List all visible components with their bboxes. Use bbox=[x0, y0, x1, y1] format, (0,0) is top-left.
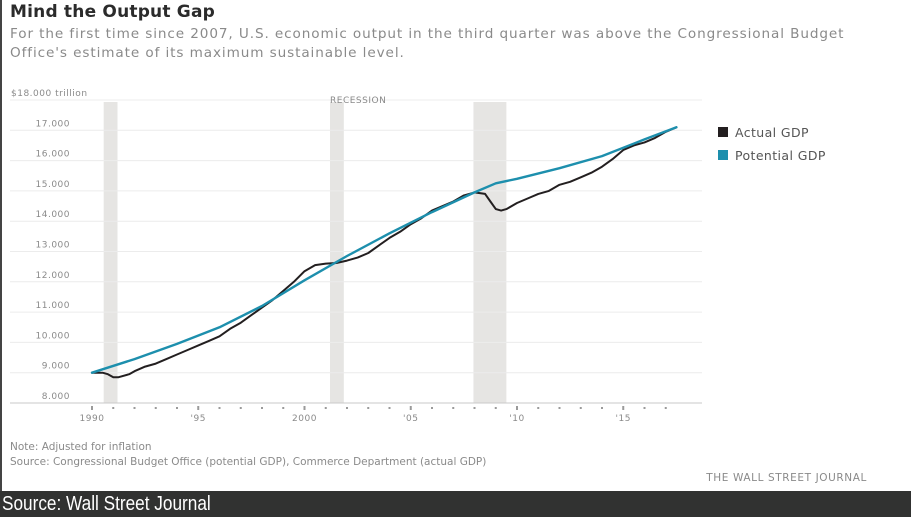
y-tick-label: 12.000 bbox=[36, 271, 71, 281]
y-tick-label: 11.000 bbox=[36, 301, 71, 311]
x-tick bbox=[197, 406, 200, 410]
x-tick bbox=[431, 407, 433, 409]
recession-band bbox=[330, 102, 344, 403]
x-tick bbox=[622, 406, 625, 410]
recession-band bbox=[103, 102, 118, 403]
chart-card: Mind the Output Gap For the first time s… bbox=[0, 0, 867, 491]
legend-swatch bbox=[718, 127, 728, 137]
x-tick bbox=[537, 407, 540, 409]
x-tick bbox=[282, 407, 285, 409]
x-tick bbox=[91, 406, 93, 410]
series-lines bbox=[90, 126, 678, 379]
x-tick bbox=[346, 407, 348, 409]
recession-label: RECESSION bbox=[330, 96, 386, 106]
potential-gdp-line bbox=[90, 126, 678, 374]
x-tick bbox=[176, 407, 178, 409]
x-tick bbox=[218, 407, 221, 409]
chart-subtitle: For the first time since 2007, U.S. econ… bbox=[10, 26, 845, 61]
legend-swatch bbox=[718, 150, 728, 160]
x-tick bbox=[409, 406, 412, 410]
chart-title: Mind the Output Gap bbox=[10, 2, 216, 22]
x-tick bbox=[324, 407, 327, 409]
x-tick bbox=[367, 407, 370, 409]
legend-label: Actual GDP bbox=[735, 125, 809, 140]
x-tick bbox=[601, 407, 603, 409]
recession-band bbox=[473, 102, 507, 403]
legend-label: Potential GDP bbox=[735, 148, 826, 163]
x-tick bbox=[112, 407, 115, 409]
recession-bands bbox=[103, 102, 507, 403]
x-tick bbox=[133, 407, 136, 409]
x-tick bbox=[579, 407, 582, 409]
x-tick bbox=[516, 406, 518, 410]
chart-source: Source: Congressional Budget Office (pot… bbox=[10, 456, 487, 468]
x-tick-label: '15 bbox=[616, 414, 631, 424]
chart-plot: 8.000 9.000 10.000 11.000 12.000 13.000 14.000… bbox=[10, 89, 826, 424]
y-tick-label: 15.000 bbox=[36, 180, 71, 190]
footer-caption-text: Source: Wall Street Journal bbox=[2, 493, 211, 515]
x-tick-label: 1990 bbox=[80, 414, 105, 424]
legend: Actual GDP Potential GDP bbox=[718, 125, 826, 163]
x-axis: 1990 '95 2000 '05 '10 '15 bbox=[80, 406, 667, 424]
x-tick bbox=[452, 407, 455, 409]
y-tick-label: 14.000 bbox=[36, 210, 71, 220]
y-axis: 8.000 9.000 10.000 11.000 12.000 13.000 14.000… bbox=[11, 89, 88, 402]
x-tick bbox=[664, 407, 667, 409]
x-tick-label: '10 bbox=[509, 414, 524, 424]
x-tick bbox=[154, 407, 157, 409]
y-tick-label: 16.000 bbox=[36, 150, 71, 160]
x-tick bbox=[239, 407, 242, 409]
publisher-credit: THE WALL STREET JOURNAL bbox=[706, 472, 867, 484]
x-tick bbox=[643, 407, 646, 409]
y-tick-label: 8.000 bbox=[42, 392, 70, 402]
actual-gdp-line bbox=[91, 126, 678, 379]
x-tick bbox=[261, 407, 263, 409]
y-tick-label: $18.000 trillion bbox=[11, 89, 88, 99]
x-tick bbox=[494, 407, 497, 409]
x-tick bbox=[303, 406, 306, 410]
y-tick-label: 10.000 bbox=[36, 331, 71, 341]
footer-caption: Source: Wall Street Journal bbox=[0, 491, 911, 517]
x-tick-label: '95 bbox=[191, 414, 206, 424]
y-tick-label: 9.000 bbox=[42, 362, 70, 372]
chart-note: Note: Adjusted for inflation bbox=[10, 441, 152, 453]
x-tick bbox=[558, 407, 561, 409]
y-tick-label: 13.000 bbox=[36, 241, 71, 251]
x-tick-label: '05 bbox=[403, 414, 418, 424]
y-tick-label: 17.000 bbox=[36, 119, 71, 129]
x-tick bbox=[473, 407, 476, 409]
x-tick bbox=[388, 407, 391, 409]
x-tick-label: 2000 bbox=[292, 414, 317, 424]
